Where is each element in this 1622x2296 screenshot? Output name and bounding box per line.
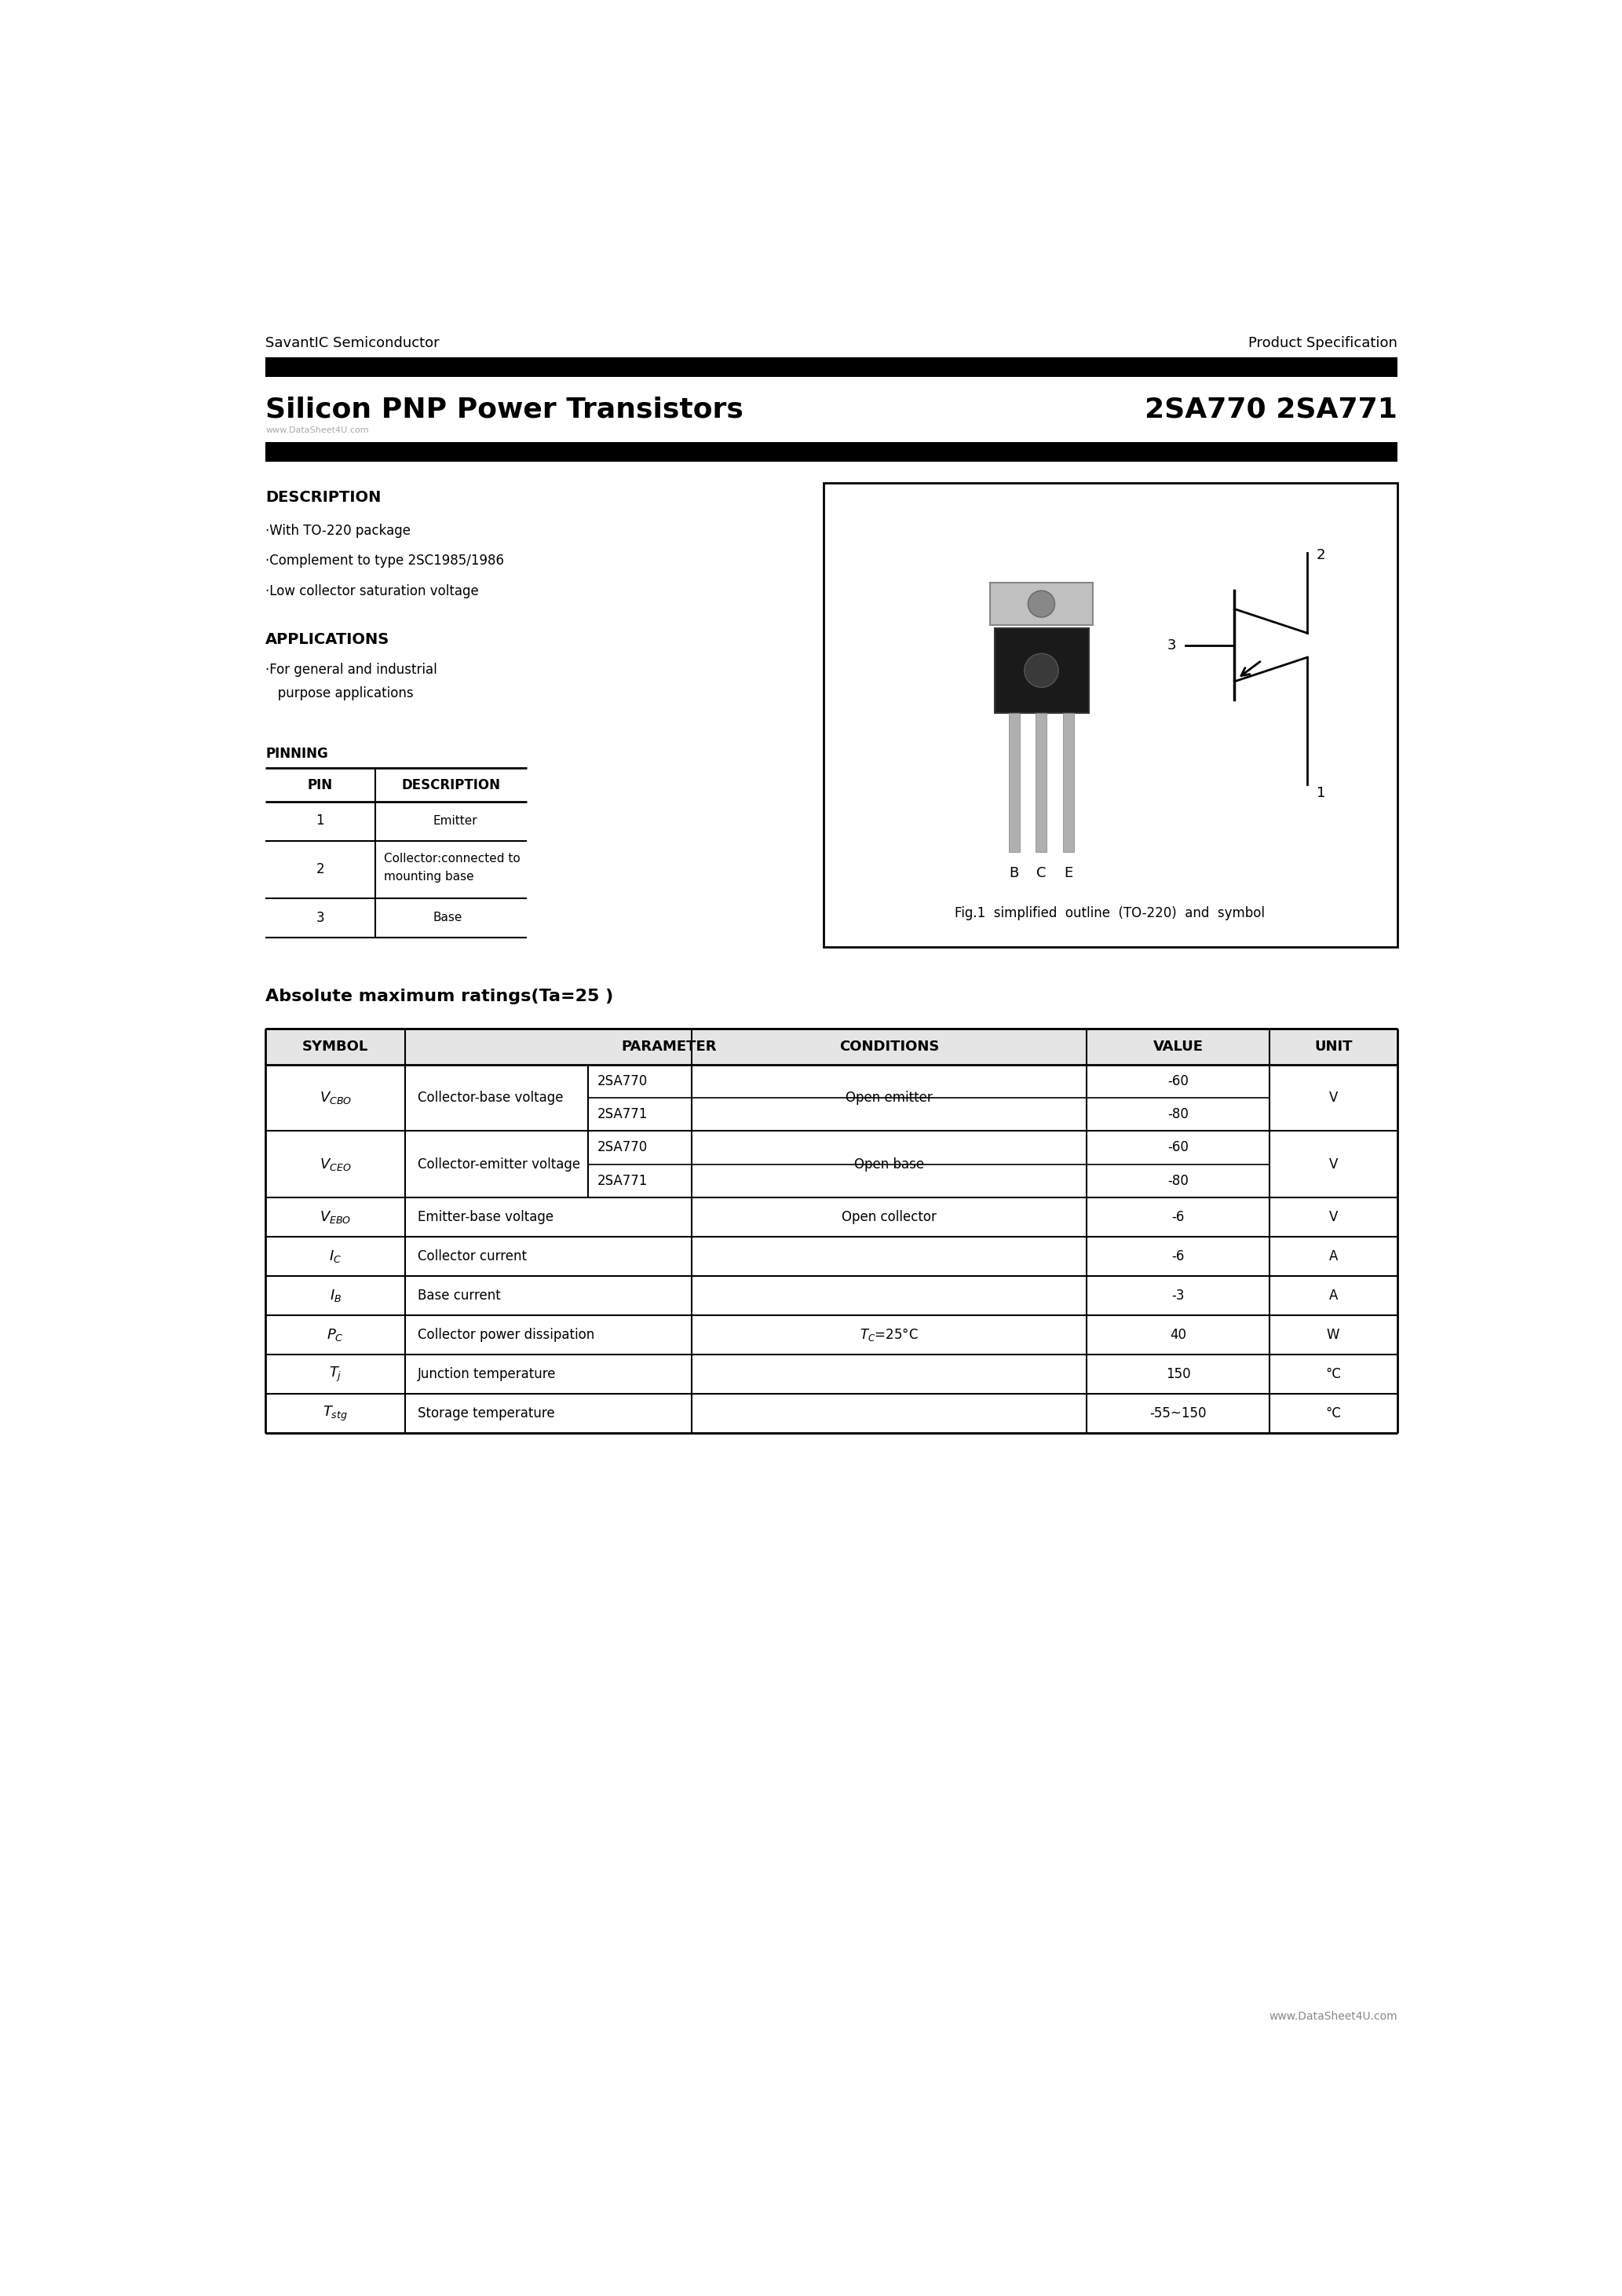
Bar <box>266 1029 1397 1065</box>
Text: E: E <box>1064 866 1074 879</box>
Text: A: A <box>1328 1249 1338 1263</box>
Text: ·With TO-220 package: ·With TO-220 package <box>266 523 410 537</box>
Text: Collector-emitter voltage: Collector-emitter voltage <box>417 1157 581 1171</box>
Text: www.DataSheet4U.com: www.DataSheet4U.com <box>266 427 368 434</box>
Text: 2: 2 <box>316 863 324 877</box>
Text: $I_B$: $I_B$ <box>329 1288 341 1304</box>
Text: Fig.1  simplified  outline  (TO-220)  and  symbol: Fig.1 simplified outline (TO-220) and sy… <box>955 907 1265 921</box>
Text: V: V <box>1328 1210 1338 1224</box>
Text: 2SA770: 2SA770 <box>597 1075 647 1088</box>
Text: 150: 150 <box>1166 1366 1191 1382</box>
Text: DESCRIPTION: DESCRIPTION <box>266 489 381 505</box>
Text: $V_{EBO}$: $V_{EBO}$ <box>320 1210 352 1224</box>
Text: PIN: PIN <box>308 778 333 792</box>
Text: Emitter-base voltage: Emitter-base voltage <box>417 1210 553 1224</box>
Text: 2SA770 2SA771: 2SA770 2SA771 <box>1145 397 1397 422</box>
Text: $P_C$: $P_C$ <box>328 1327 344 1343</box>
Bar <box>1036 712 1046 852</box>
Text: Collector:connected to: Collector:connected to <box>384 852 521 866</box>
Text: Base: Base <box>433 912 462 923</box>
Bar <box>1009 712 1020 852</box>
Text: $V_{CBO}$: $V_{CBO}$ <box>320 1091 352 1107</box>
Text: C: C <box>1036 866 1046 879</box>
Text: UNIT: UNIT <box>1314 1040 1353 1054</box>
Text: CONDITIONS: CONDITIONS <box>839 1040 939 1054</box>
Text: ·Low collector saturation voltage: ·Low collector saturation voltage <box>266 583 478 597</box>
Text: 3: 3 <box>1168 638 1176 652</box>
Text: Junction temperature: Junction temperature <box>417 1366 556 1382</box>
Text: 2SA771: 2SA771 <box>597 1173 647 1187</box>
Text: -60: -60 <box>1168 1141 1189 1155</box>
Text: $V_{CEO}$: $V_{CEO}$ <box>320 1157 352 1173</box>
Text: °C: °C <box>1325 1366 1341 1382</box>
Text: W: W <box>1327 1327 1340 1341</box>
Text: 2SA771: 2SA771 <box>597 1107 647 1120</box>
Text: Product Specification: Product Specification <box>1247 335 1397 349</box>
Text: PARAMETER: PARAMETER <box>621 1040 717 1054</box>
Text: DESCRIPTION: DESCRIPTION <box>402 778 501 792</box>
Circle shape <box>1025 654 1059 687</box>
Text: Open emitter: Open emitter <box>845 1091 933 1104</box>
Text: 1: 1 <box>316 813 324 829</box>
Text: Open collector: Open collector <box>842 1210 936 1224</box>
Text: purpose applications: purpose applications <box>266 687 414 700</box>
Text: Collector-base voltage: Collector-base voltage <box>417 1091 563 1104</box>
Bar <box>824 482 1397 946</box>
Text: $T_C$=25°C: $T_C$=25°C <box>860 1327 918 1343</box>
Text: 1: 1 <box>1317 785 1325 799</box>
Text: 3: 3 <box>316 912 324 925</box>
Text: -60: -60 <box>1168 1075 1189 1088</box>
Text: $I_C$: $I_C$ <box>329 1249 342 1265</box>
Text: B: B <box>1009 866 1019 879</box>
Bar <box>994 629 1088 712</box>
Text: mounting base: mounting base <box>384 870 474 884</box>
Text: Collector current: Collector current <box>417 1249 527 1263</box>
Text: -80: -80 <box>1168 1107 1189 1120</box>
Text: -80: -80 <box>1168 1173 1189 1187</box>
Text: $T_{stg}$: $T_{stg}$ <box>323 1405 349 1424</box>
Circle shape <box>1028 590 1054 618</box>
Text: 2: 2 <box>1317 549 1325 563</box>
Text: ·Complement to type 2SC1985/1986: ·Complement to type 2SC1985/1986 <box>266 553 504 567</box>
Bar <box>266 441 1397 461</box>
Text: °C: °C <box>1325 1407 1341 1421</box>
Text: -55~150: -55~150 <box>1150 1407 1207 1421</box>
Text: -3: -3 <box>1171 1288 1184 1302</box>
Text: -6: -6 <box>1171 1249 1184 1263</box>
Text: Silicon PNP Power Transistors: Silicon PNP Power Transistors <box>266 397 743 422</box>
Text: Base current: Base current <box>417 1288 501 1302</box>
Text: ·For general and industrial: ·For general and industrial <box>266 664 438 677</box>
Text: 2SA770: 2SA770 <box>597 1141 647 1155</box>
Bar <box>266 358 1397 377</box>
Text: A: A <box>1328 1288 1338 1302</box>
Text: www.DataSheet4U.com: www.DataSheet4U.com <box>1268 2011 1397 2023</box>
Text: Collector power dissipation: Collector power dissipation <box>417 1327 594 1341</box>
Bar <box>1064 712 1074 852</box>
Text: SavantIC Semiconductor: SavantIC Semiconductor <box>266 335 440 349</box>
Text: VALUE: VALUE <box>1153 1040 1204 1054</box>
Text: APPLICATIONS: APPLICATIONS <box>266 631 389 647</box>
Text: Absolute maximum ratings(Ta=25 ): Absolute maximum ratings(Ta=25 ) <box>266 990 613 1006</box>
Text: Open base: Open base <box>855 1157 925 1171</box>
Text: V: V <box>1328 1157 1338 1171</box>
Text: V: V <box>1328 1091 1338 1104</box>
Text: Emitter: Emitter <box>433 815 477 827</box>
Text: Storage temperature: Storage temperature <box>417 1407 555 1421</box>
Text: PINNING: PINNING <box>266 746 328 762</box>
Text: $T_j$: $T_j$ <box>329 1366 342 1382</box>
Bar <box>989 583 1093 625</box>
Text: -6: -6 <box>1171 1210 1184 1224</box>
Text: SYMBOL: SYMBOL <box>302 1040 368 1054</box>
Text: 40: 40 <box>1169 1327 1186 1341</box>
